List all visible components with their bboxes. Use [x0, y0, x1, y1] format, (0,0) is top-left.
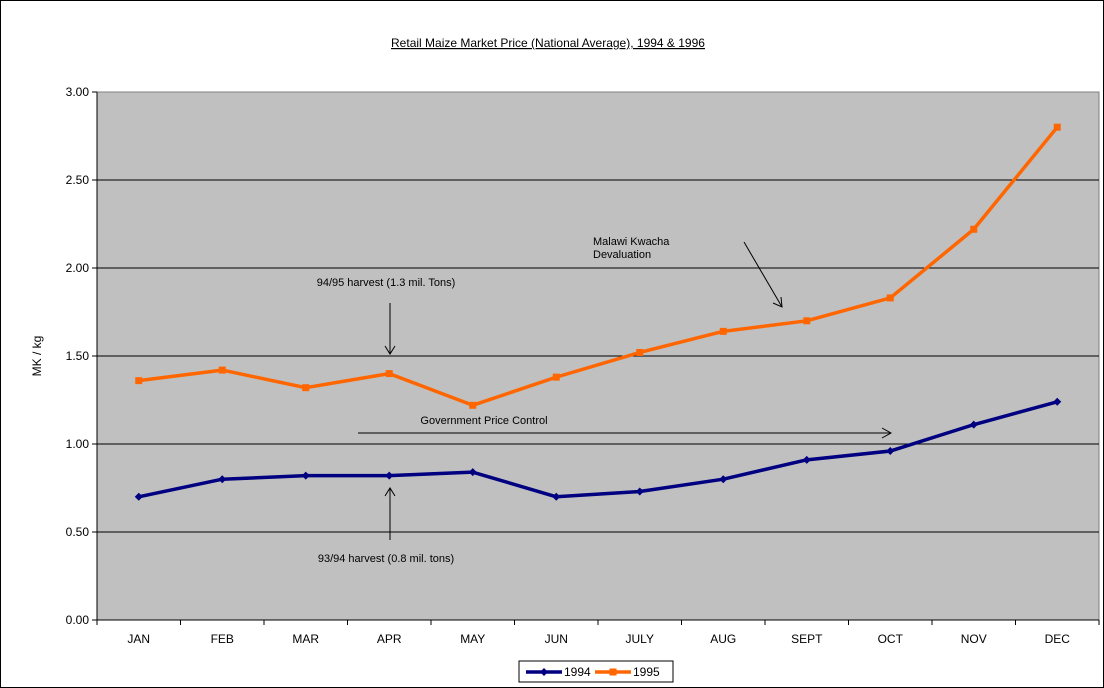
data-point-1995 — [970, 225, 978, 233]
x-tick-label: JUN — [545, 632, 568, 646]
data-point-1995 — [385, 370, 393, 378]
x-tick-label: APR — [377, 632, 402, 646]
data-point-1995 — [218, 366, 226, 374]
arrow-devaluation-head — [772, 296, 783, 308]
x-tick-label: JAN — [127, 632, 150, 646]
series-layer — [134, 123, 1062, 501]
x-tick-label: MAY — [460, 632, 485, 646]
y-tick-label: 2.00 — [66, 261, 90, 275]
y-tick-label: 2.50 — [66, 173, 90, 187]
data-point-1995 — [135, 377, 143, 385]
data-point-1994 — [218, 475, 227, 484]
data-point-1994 — [969, 420, 978, 429]
data-point-1994 — [540, 668, 548, 676]
arrow-price-control-head — [881, 427, 893, 439]
y-tick-label: 1.00 — [66, 437, 90, 451]
data-point-1995 — [1053, 123, 1061, 131]
data-point-1994 — [301, 471, 310, 480]
series-1995 — [135, 123, 1061, 409]
legend-label-1994: 1994 — [564, 665, 591, 679]
x-tick-label: DEC — [1045, 632, 1071, 646]
data-point-1995 — [803, 317, 811, 325]
gridlines — [97, 179, 1099, 533]
data-point-1994 — [1053, 397, 1062, 406]
data-point-1995 — [469, 401, 477, 409]
series-1994 — [134, 397, 1062, 501]
x-tick-label: MAR — [292, 632, 319, 646]
data-point-1995 — [636, 348, 644, 356]
data-point-1994 — [385, 471, 394, 480]
annotation-harvest-9394: 93/94 harvest (0.8 mil. tons) — [318, 553, 454, 565]
annotation-devaluation-line2: Devaluation — [593, 249, 651, 261]
data-point-1994 — [635, 487, 644, 496]
x-tick-label: NOV — [961, 632, 987, 646]
legend-label-1995: 1995 — [633, 665, 660, 679]
y-axis-ticks: 0.00 0.50 1.00 1.50 2.00 2.50 3.00 — [66, 85, 97, 627]
data-point-1994 — [719, 475, 728, 484]
x-tick-label: FEB — [211, 632, 234, 646]
arrow-harvest-9394-head — [384, 487, 396, 497]
data-point-1995 — [552, 373, 560, 381]
series-line-1994 — [138, 400, 1058, 499]
data-point-1995 — [886, 294, 894, 302]
data-point-1994 — [552, 492, 561, 501]
y-tick-label: 3.00 — [66, 85, 90, 99]
x-tick-label: JULY — [626, 632, 654, 646]
data-point-1995 — [609, 668, 617, 676]
annotation-price-control: Government Price Control — [420, 415, 547, 427]
y-tick-label: 0.50 — [66, 525, 90, 539]
x-tick-label: AUG — [710, 632, 736, 646]
data-point-1994 — [802, 455, 811, 464]
arrow-devaluation — [743, 241, 783, 308]
series-line-1995 — [138, 126, 1059, 408]
x-tick-label: OCT — [878, 632, 904, 646]
chart-title: Retail Maize Market Price (National Aver… — [391, 36, 705, 50]
y-tick-label: 1.50 — [66, 349, 90, 363]
data-point-1994 — [886, 447, 895, 456]
annotation-arrows — [358, 241, 893, 540]
arrow-harvest-9495-head — [384, 345, 396, 355]
y-tick-label: 0.00 — [66, 613, 90, 627]
data-point-1995 — [302, 384, 310, 392]
data-point-1995 — [719, 327, 727, 335]
x-tick-label: SEPT — [791, 632, 823, 646]
y-axis-label: MK / kg — [30, 336, 44, 377]
annotation-devaluation-line1: Malawi Kwacha — [593, 236, 670, 248]
legend-items: 1994 1995 — [526, 665, 660, 679]
data-point-1994 — [468, 468, 477, 477]
x-axis-ticks: JAN FEB MAR APR MAY JUN JULY AUG SEPT OCT NOV DEC — [96, 92, 1100, 646]
annotation-harvest-9495: 94/95 harvest (1.3 mil. Tons) — [317, 277, 456, 289]
legend: 1994 1995 — [518, 660, 674, 683]
data-point-1994 — [134, 492, 143, 501]
